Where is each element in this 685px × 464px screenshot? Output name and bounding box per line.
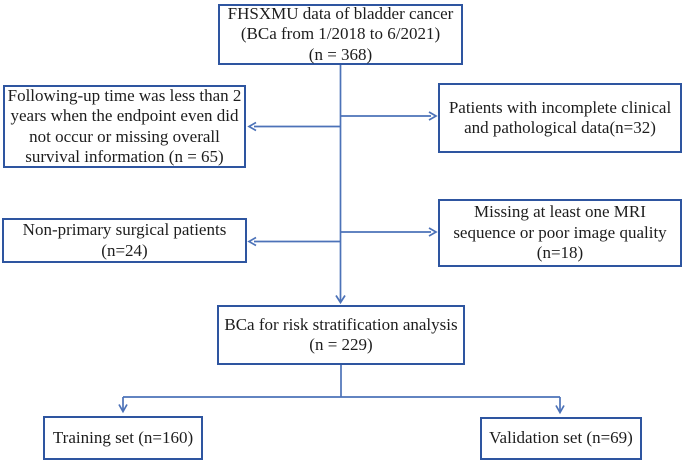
node-text-line: FHSXMU data of bladder cancer [227,3,454,23]
node-source-cohort: FHSXMU data of bladder cancer (BCa from … [218,4,463,65]
node-training-set: Training set (n=160) [43,416,203,460]
node-text-line: Missing at least one MRI [474,202,646,222]
node-exclusion-clinical: Patients with incomplete clinical and pa… [438,83,682,153]
node-text-line: (n = 368) [308,44,373,64]
arrowhead-right-mri [428,227,438,237]
node-exclusion-mri: Missing at least one MRI sequence or poo… [438,199,682,267]
arrowhead-down-training [118,404,128,414]
node-text-line: Following-up time was less than 2 [7,85,242,105]
node-text-line: not occur or missing overall [29,126,220,146]
node-validation-set: Validation set (n=69) [480,417,642,460]
node-text-line: Validation set (n=69) [489,428,633,448]
node-text-line: (BCa from 1/2018 to 6/2021) [240,24,441,44]
arrowhead-left-followup [247,121,257,132]
arrowhead-left-nonprimary [247,236,257,247]
node-text-line: (n = 229) [309,335,373,354]
arrowhead-down-analysis [335,295,346,305]
node-text-line: (n=24) [101,240,148,260]
node-text-line: BCa for risk stratification analysis [224,314,458,334]
arrowhead-right-clinical [428,111,438,121]
node-text-line: sequence or poor image quality [453,222,667,242]
node-exclusion-followup: Following-up time was less than 2 years … [3,85,246,168]
node-text-line: (n=18) [536,243,584,263]
node-text-line: years when the endpoint even did [10,106,239,125]
node-analysis-cohort: BCa for risk stratification analysis (n … [217,305,465,365]
node-text-line: survival information (n = 65) [25,147,224,166]
node-text-line: Training set (n=160) [52,427,194,447]
node-text-line: Non-primary surgical patients [22,220,227,239]
node-exclusion-nonprimary: Non-primary surgical patients (n=24) [2,218,247,263]
arrowhead-down-validation [555,405,565,415]
node-text-line: Patients with incomplete clinical [448,97,672,117]
node-text-line: and pathological data(n=32) [464,118,656,137]
